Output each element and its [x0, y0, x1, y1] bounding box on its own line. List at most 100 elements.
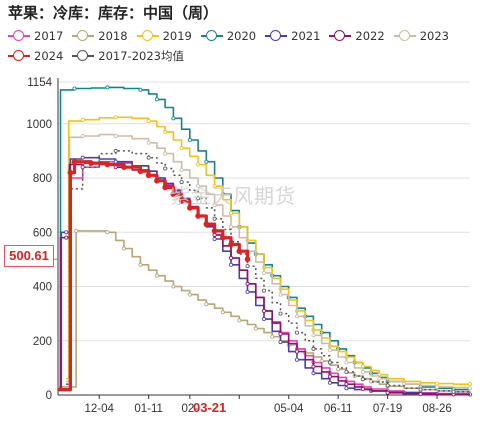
data-point-2023 — [278, 292, 283, 297]
data-point-avg — [179, 180, 184, 185]
data-point-2022 — [278, 331, 283, 336]
data-point-2023 — [179, 167, 184, 172]
legend-label: 2017 — [34, 29, 64, 43]
data-point-2024 — [228, 241, 234, 248]
data-point-2022 — [327, 374, 332, 379]
data-point-2022 — [294, 349, 299, 354]
data-point-avg — [451, 389, 456, 394]
y-tick-label: 1154 — [27, 77, 52, 89]
data-point-2023 — [261, 270, 266, 275]
data-point-avg — [360, 377, 365, 382]
data-point-2022 — [385, 390, 390, 395]
data-point-2023 — [435, 384, 440, 389]
data-point-avg — [212, 216, 217, 221]
y-tick-label: 200 — [33, 336, 52, 348]
legend-swatch-icon — [393, 30, 416, 42]
data-point-2018 — [74, 228, 79, 233]
data-point-2023 — [163, 151, 168, 156]
data-point-2021 — [278, 340, 283, 345]
watermark: 紫金天风期货 — [170, 184, 296, 208]
data-point-2024 — [145, 172, 152, 179]
data-point-avg — [261, 288, 266, 293]
data-point-2019 — [113, 115, 118, 120]
data-point-2023 — [360, 369, 365, 374]
legend-item-avg[interactable]: 2017-2023均值 — [72, 46, 184, 66]
chart-title: 苹果：冷库：库存：中国（周） — [8, 4, 219, 22]
data-point-2022 — [418, 392, 423, 397]
y-tick-label: 400 — [33, 282, 52, 294]
data-point-2021 — [261, 317, 266, 322]
legend-item-2020[interactable]: 2020 — [200, 26, 256, 46]
legend-label: 2019 — [162, 29, 192, 43]
data-point-2023 — [467, 386, 472, 391]
legend-swatch-icon — [265, 30, 288, 42]
data-point-2020 — [105, 85, 110, 90]
data-point-2018 — [171, 284, 176, 289]
data-point-2018 — [187, 292, 192, 297]
data-point-avg — [113, 148, 118, 153]
y-tick-label: 800 — [33, 173, 52, 185]
data-point-2019 — [467, 382, 472, 387]
data-point-2024 — [67, 169, 74, 176]
series-line-2019 — [66, 116, 470, 385]
data-point-2021 — [327, 380, 332, 385]
data-point-avg — [418, 387, 423, 392]
data-point-avg — [163, 166, 168, 171]
y-tick-label: 0 — [46, 390, 52, 402]
data-point-2018 — [154, 273, 159, 278]
legend-swatch-icon — [8, 30, 30, 42]
data-point-2021 — [344, 386, 349, 391]
data-point-2020 — [187, 138, 192, 143]
legend-swatch-icon — [136, 30, 159, 42]
x-tick-label: 05-04 — [274, 403, 304, 415]
data-point-2018 — [336, 367, 341, 372]
data-point-2024 — [195, 213, 201, 219]
legend-row: 2017 2018 2019 2020 2021 2022 2023 2024 2017-202… — [8, 26, 478, 66]
legend-label: 2021 — [291, 29, 321, 43]
legend-item-2021[interactable]: 2021 — [265, 26, 320, 46]
data-point-2021 — [212, 237, 217, 242]
legend-swatch-icon — [200, 30, 223, 42]
data-point-2024 — [170, 191, 177, 198]
data-point-2018 — [253, 326, 258, 331]
current-date-marker: 03-21 — [193, 400, 227, 415]
data-point-2021 — [294, 357, 299, 362]
data-point-2023 — [229, 224, 234, 229]
data-point-2022 — [311, 364, 316, 369]
data-point-2018 — [204, 302, 209, 307]
data-point-2019 — [196, 162, 201, 167]
legend-label: 2017-2023均值 — [98, 49, 184, 63]
data-point-2023 — [146, 140, 151, 145]
legend-label: 2023 — [419, 29, 449, 43]
data-point-2019 — [212, 184, 217, 189]
data-point-2024 — [187, 205, 193, 211]
legend-item-2018[interactable]: 2018 — [72, 26, 128, 46]
legend-label: 2024 — [34, 49, 64, 63]
data-point-2023 — [196, 184, 201, 189]
data-point-2022 — [64, 235, 69, 240]
data-point-2022 — [229, 256, 234, 261]
data-point-2024 — [244, 256, 251, 263]
data-point-2024 — [211, 228, 218, 234]
data-point-2020 — [72, 86, 77, 91]
data-point-2024 — [71, 158, 78, 165]
data-point-2023 — [327, 348, 332, 353]
data-point-2019 — [80, 117, 85, 122]
data-point-2018 — [220, 310, 225, 315]
series-line-2023 — [66, 133, 471, 389]
data-point-avg — [294, 330, 299, 335]
x-tick-label: 08-26 — [422, 403, 451, 415]
legend-item-2022[interactable]: 2022 — [329, 26, 385, 46]
data-point-2021 — [245, 289, 250, 294]
legend-item-2017[interactable]: 2017 — [8, 26, 63, 46]
data-point-2024 — [104, 161, 111, 168]
data-point-2024 — [137, 168, 144, 175]
data-point-avg — [146, 155, 151, 160]
data-point-2022 — [360, 387, 365, 392]
legend-item-2024[interactable]: 2024 — [8, 46, 63, 66]
legend-swatch-icon — [8, 50, 30, 62]
legend-item-2023[interactable]: 2023 — [393, 26, 449, 46]
data-point-avg — [344, 369, 349, 374]
legend-item-2019[interactable]: 2019 — [136, 26, 192, 46]
